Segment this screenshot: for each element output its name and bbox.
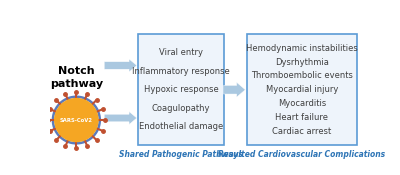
Text: Resulted Cardiovascular Complications: Resulted Cardiovascular Complications [218,150,386,159]
Text: Coagulopathy: Coagulopathy [152,104,210,113]
Text: Hypoxic response: Hypoxic response [144,85,218,94]
Text: Heart failure: Heart failure [275,113,328,122]
Text: Myocardial injury: Myocardial injury [266,85,338,94]
Text: Inflammatory response: Inflammatory response [132,67,230,76]
Text: Viral entry: Viral entry [159,48,203,57]
Text: Dysrhythmia: Dysrhythmia [275,58,329,67]
Text: Notch
pathway: Notch pathway [50,66,103,89]
Ellipse shape [54,98,99,142]
Text: Shared Pathogenic Pathways: Shared Pathogenic Pathways [119,150,243,159]
FancyBboxPatch shape [138,34,224,145]
Text: Endothelial damage: Endothelial damage [139,122,223,131]
Text: Thromboembolic events: Thromboembolic events [251,71,353,80]
Polygon shape [224,82,245,97]
Text: Myocarditis: Myocarditis [278,99,326,108]
Text: Cardiac arrest: Cardiac arrest [272,127,332,136]
Text: Hemodynamic instabilities: Hemodynamic instabilities [246,44,358,53]
Polygon shape [104,59,137,72]
Text: SARS-CoV2: SARS-CoV2 [60,118,93,122]
FancyBboxPatch shape [247,34,357,145]
Polygon shape [104,111,137,124]
